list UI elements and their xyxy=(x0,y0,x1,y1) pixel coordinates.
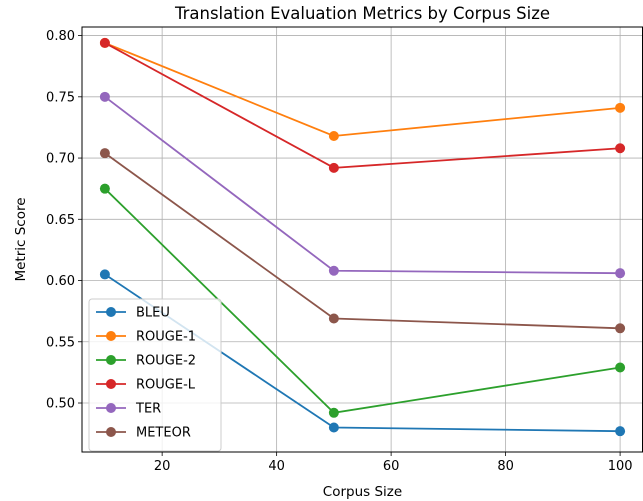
legend-label: TER xyxy=(135,402,161,417)
series-line-ter xyxy=(104,96,621,275)
series-rouge-1 xyxy=(99,37,626,142)
x-axis-ticks: 20 40 60 80 100 xyxy=(154,452,633,474)
legend-marker xyxy=(106,355,116,365)
y-axis-label: Metric Score xyxy=(13,197,29,281)
legend: BLEU ROUGE-1 ROUGE-2 ROUGE-L TER METEOR xyxy=(88,298,222,452)
data-point-ter xyxy=(328,265,339,276)
data-point-rouge-2 xyxy=(615,362,626,373)
legend-item-rouge-l: ROUGE-L xyxy=(96,378,196,393)
legend-label: METEOR xyxy=(136,426,191,441)
legend-item-meteor: METEOR xyxy=(96,426,191,441)
legend-item-rouge-1: ROUGE-1 xyxy=(96,330,196,345)
series-rouge-2 xyxy=(99,183,626,418)
y-axis-ticks: 0.50 0.55 0.60 0.65 0.70 0.75 0.80 xyxy=(46,29,82,412)
series-rouge-l xyxy=(99,37,626,173)
legend-marker xyxy=(106,307,116,317)
chart-title: Translation Evaluation Metrics by Corpus… xyxy=(174,4,550,23)
data-point-ter xyxy=(615,268,626,279)
legend-marker xyxy=(106,427,116,437)
legend-item-bleu: BLEU xyxy=(96,306,170,321)
series-line-rouge-1 xyxy=(104,42,621,137)
data-point-ter xyxy=(99,91,110,102)
legend-marker xyxy=(106,379,116,389)
series-meteor xyxy=(99,148,626,334)
legend-label: BLEU xyxy=(136,306,170,321)
data-point-rouge-2 xyxy=(99,183,110,194)
data-point-rouge-1 xyxy=(615,102,626,113)
x-tick-label: 100 xyxy=(608,459,633,474)
data-point-rouge-2 xyxy=(328,407,339,418)
y-tick-label: 0.70 xyxy=(46,152,75,167)
legend-marker xyxy=(106,403,116,413)
legend-label: ROUGE-2 xyxy=(136,354,196,369)
x-tick-label: 60 xyxy=(383,459,400,474)
data-point-rouge-1 xyxy=(328,131,339,142)
legend-marker xyxy=(106,331,116,341)
data-point-bleu xyxy=(328,422,339,433)
y-tick-label: 0.75 xyxy=(46,90,75,105)
x-tick-label: 40 xyxy=(268,459,285,474)
series-group xyxy=(99,37,626,437)
data-point-meteor xyxy=(328,313,339,324)
legend-item-rouge-2: ROUGE-2 xyxy=(96,354,196,369)
data-point-meteor xyxy=(615,323,626,334)
data-point-rouge-l xyxy=(615,143,626,154)
y-tick-label: 0.60 xyxy=(46,274,75,289)
x-axis-label: Corpus Size xyxy=(323,484,402,500)
data-point-bleu xyxy=(99,269,110,280)
data-point-bleu xyxy=(615,426,626,437)
legend-label: ROUGE-L xyxy=(136,378,196,393)
y-tick-label: 0.65 xyxy=(46,213,75,228)
x-tick-label: 80 xyxy=(497,459,514,474)
data-point-meteor xyxy=(99,148,110,159)
series-line-rouge-l xyxy=(104,42,621,169)
y-tick-label: 0.55 xyxy=(46,335,75,350)
series-ter xyxy=(99,91,626,279)
legend-item-ter: TER xyxy=(96,402,161,417)
x-tick-label: 20 xyxy=(154,459,171,474)
legend-label: ROUGE-1 xyxy=(136,330,196,345)
y-tick-label: 0.80 xyxy=(46,29,75,44)
legend-box xyxy=(88,298,222,452)
data-point-rouge-l xyxy=(99,37,110,48)
y-tick-label: 0.50 xyxy=(46,397,75,412)
data-point-rouge-l xyxy=(328,162,339,173)
